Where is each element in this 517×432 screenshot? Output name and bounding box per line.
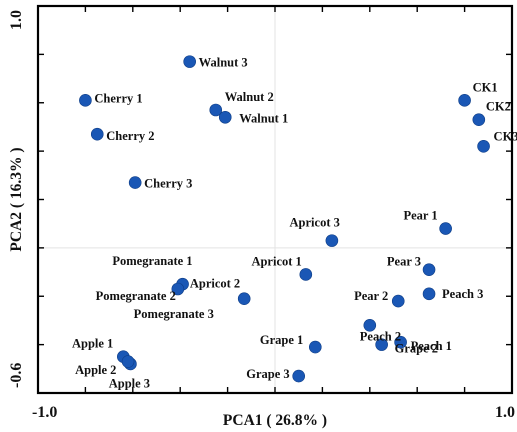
label-apricot-3: Apricot 3	[290, 216, 340, 230]
point-pear-2	[391, 294, 405, 308]
label-walnut-1: Walnut 1	[239, 111, 288, 125]
label-pomegranate-3: Pomegranate 3	[134, 307, 214, 321]
label-grape-1: Grape 1	[260, 333, 303, 347]
label-walnut-2: Walnut 2	[225, 90, 274, 104]
label-ck2: CK2	[486, 100, 511, 114]
label-apple-1: Apple 1	[72, 337, 113, 351]
point-ck3	[477, 139, 490, 153]
point-peach-1	[394, 335, 407, 349]
point-walnut-2	[209, 103, 223, 117]
x-tick-label-max: 1.0	[495, 404, 515, 421]
point-apricot-2	[237, 292, 251, 305]
point-apricot-3	[325, 234, 339, 247]
y-axis-title: PCA2 ( 16.3% )	[8, 147, 25, 251]
point-ck1	[458, 94, 471, 107]
point-grape-1	[308, 340, 322, 354]
x-axis-title: PCA1 ( 26.8% )	[223, 412, 327, 429]
label-ck3: CK3	[494, 129, 517, 143]
label-pomegranate-2: Pomegranate 2	[96, 289, 176, 303]
point-apricot-1	[299, 268, 313, 281]
label-cherry-1: Cherry 1	[94, 91, 142, 105]
y-tick-label-max: 1.0	[8, 10, 25, 30]
label-pear-3: Pear 3	[387, 255, 421, 269]
point-pomegranate-2	[171, 282, 185, 296]
point-peach-2	[363, 318, 377, 332]
label-cherry-3: Cherry 3	[144, 177, 192, 191]
label-grape-2: Grape 2	[395, 342, 438, 356]
point-labels: Walnut 3 Cherry 1 Walnut 2 Walnut 1 Cherry 2…	[72, 56, 517, 391]
point-cherry-1	[79, 94, 92, 107]
point-peach-3	[422, 287, 436, 301]
point-apple-3	[121, 355, 135, 368]
label-pomegranate-1: Pomegranate 1	[112, 254, 192, 268]
label-ck1: CK1	[473, 80, 498, 94]
label-peach-1: Peach 1	[411, 339, 452, 353]
point-grape-3	[292, 369, 306, 383]
label-apple-3: Apple 3	[109, 377, 150, 391]
label-peach-3: Peach 3	[442, 287, 483, 301]
point-cherry-2	[90, 127, 104, 141]
y-tick-label-min: -0.6	[8, 363, 25, 388]
point-cherry-3	[128, 176, 142, 189]
point-grape-2	[375, 338, 388, 351]
label-pear-2: Pear 2	[354, 289, 388, 303]
label-cherry-2: Cherry 2	[106, 129, 154, 143]
point-pear-3	[422, 263, 436, 276]
label-pear-1: Pear 1	[403, 209, 437, 223]
label-grape-3: Grape 3	[246, 367, 289, 381]
x-tick-label-min: -1.0	[32, 404, 57, 421]
label-apple-2: Apple 2	[75, 363, 116, 377]
label-peach-2: Peach 2	[360, 329, 401, 343]
label-apricot-1: Apricot 1	[251, 254, 301, 268]
point-pear-1	[439, 222, 452, 235]
data-points	[79, 55, 490, 383]
axis-ticks	[38, 6, 512, 393]
label-walnut-3: Walnut 3	[199, 56, 248, 70]
label-apricot-2: Apricot 2	[190, 277, 240, 291]
point-walnut-1	[218, 110, 232, 124]
point-walnut-3	[183, 55, 196, 68]
point-ck2	[472, 113, 486, 126]
